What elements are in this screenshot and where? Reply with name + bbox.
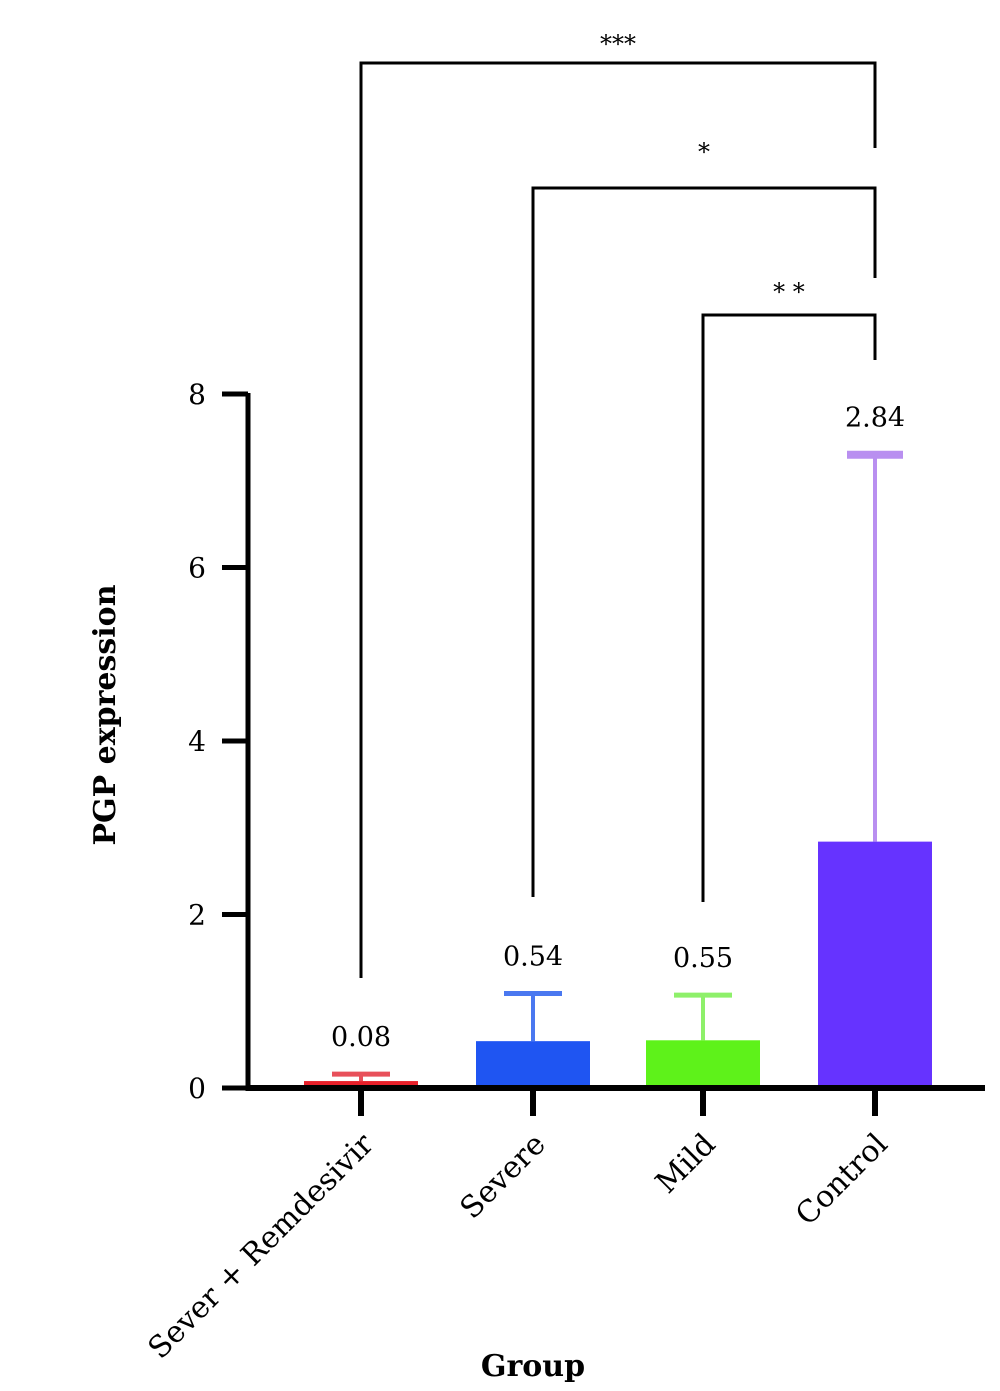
- significance-label: ***: [600, 30, 636, 58]
- y-tick-label: 0: [188, 1072, 206, 1105]
- x-axis-title: Group: [481, 1349, 585, 1384]
- y-axis-title: PGP expression: [88, 584, 123, 845]
- y-tick-label: 2: [188, 899, 206, 932]
- significance-brackets: ***** *: [359, 30, 877, 978]
- significance-bracket: [359, 61, 877, 978]
- significance-bracket: [531, 186, 877, 897]
- significance-bracket: [701, 313, 877, 902]
- data-label: 2.84: [845, 403, 905, 434]
- significance-label: *: [698, 138, 710, 166]
- significance-label: * *: [773, 278, 805, 306]
- bar: [476, 1041, 590, 1088]
- x-tick-label: Sever + Remdesivir: [142, 1126, 382, 1366]
- x-tick-label: Control: [789, 1127, 895, 1233]
- bar: [646, 1040, 760, 1088]
- x-tick-label: Mild: [649, 1127, 723, 1201]
- y-tick-label: 4: [188, 725, 206, 758]
- data-label: 0.55: [673, 943, 733, 974]
- bar: [304, 1081, 418, 1088]
- data-label: 0.08: [331, 1022, 391, 1053]
- bars: 0.08 0.54 0.55 2.84: [304, 403, 932, 1088]
- y-tick-label: 8: [188, 378, 206, 411]
- x-tick-label: Severe: [454, 1127, 553, 1226]
- bar: [818, 841, 932, 1088]
- data-label: 0.54: [503, 941, 563, 972]
- y-tick-label: 6: [188, 552, 206, 585]
